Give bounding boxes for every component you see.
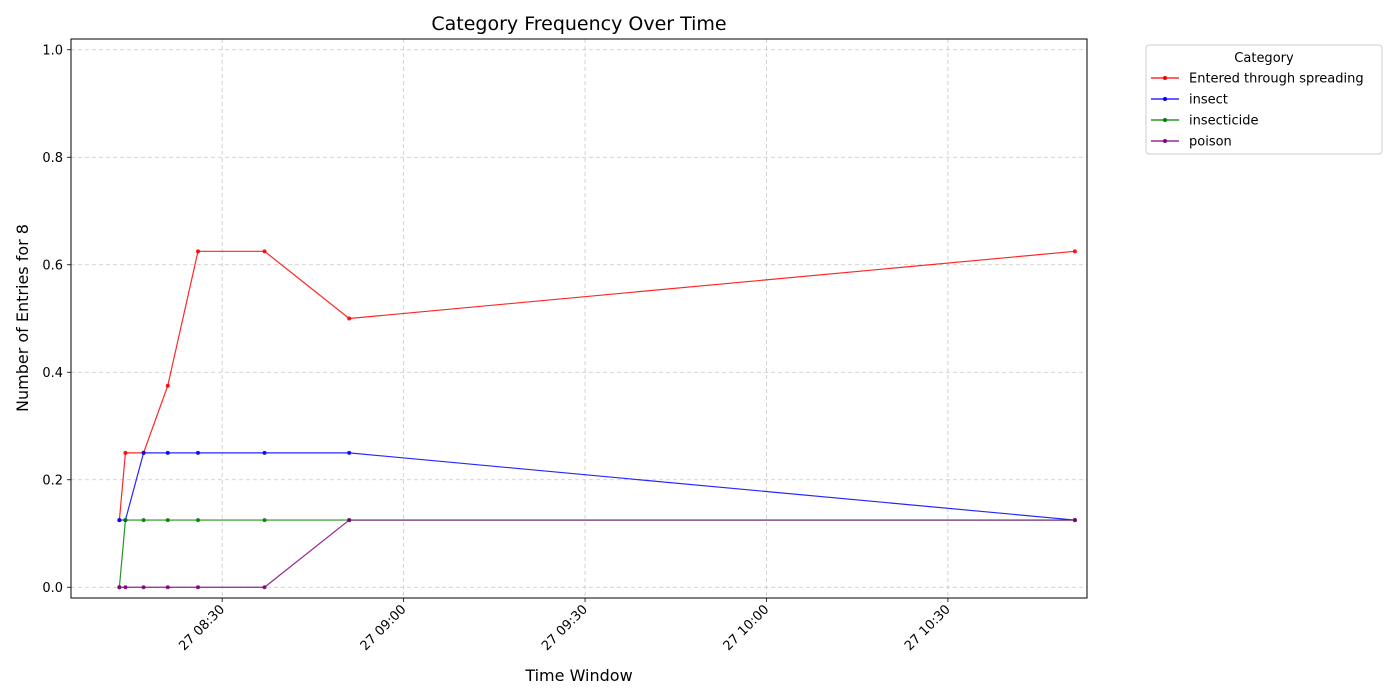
data-point bbox=[347, 518, 352, 523]
grid bbox=[71, 39, 1087, 598]
legend-title: Category bbox=[1234, 51, 1294, 66]
legend-item: poison bbox=[1151, 135, 1232, 150]
x-axis: 27 08:30 27 09:00 27 09:30 27 10:00 27 10:30 bbox=[176, 598, 954, 654]
x-tick-label: 27 09:30 bbox=[539, 602, 591, 654]
series-line bbox=[118, 519, 1075, 588]
series-line bbox=[119, 519, 1075, 588]
data-point bbox=[165, 585, 170, 590]
legend-label: Entered through spreading bbox=[1189, 72, 1364, 87]
series-group bbox=[117, 249, 1077, 523]
data-point bbox=[141, 585, 146, 590]
legend-item: insecticide bbox=[1151, 114, 1259, 129]
series-line bbox=[118, 250, 1075, 521]
data-point bbox=[347, 316, 352, 321]
data-point bbox=[165, 518, 170, 523]
data-point bbox=[123, 585, 128, 590]
data-point bbox=[117, 585, 122, 590]
legend-label: poison bbox=[1189, 135, 1232, 150]
data-point bbox=[123, 450, 128, 455]
legend-label: insecticide bbox=[1189, 114, 1259, 129]
series-group bbox=[117, 450, 1077, 523]
data-point bbox=[196, 585, 200, 590]
x-tick-label: 27 08:30 bbox=[176, 602, 228, 654]
y-tick-label: 0.2 bbox=[42, 473, 63, 488]
legend-swatch-marker bbox=[1163, 139, 1167, 143]
y-tick-label: 0.0 bbox=[42, 581, 63, 596]
y-tick-label: 0.4 bbox=[42, 366, 63, 381]
data-point bbox=[141, 518, 146, 523]
series-group bbox=[117, 518, 1077, 590]
data-point bbox=[262, 450, 267, 455]
data-point bbox=[262, 518, 267, 523]
legend-swatch-marker bbox=[1163, 118, 1167, 122]
x-tick-label: 27 10:00 bbox=[721, 602, 773, 654]
data-point bbox=[347, 450, 352, 455]
y-tick-label: 1.0 bbox=[42, 43, 63, 58]
y-tick-label: 0.6 bbox=[42, 258, 63, 273]
plot-area bbox=[70, 38, 1088, 599]
chart-title: Category Frequency Over Time bbox=[431, 13, 726, 35]
data-point bbox=[123, 518, 128, 523]
y-axis: 0.0 0.2 0.4 0.6 0.8 1.0 bbox=[42, 43, 71, 596]
data-point bbox=[262, 585, 267, 590]
data-point bbox=[117, 518, 122, 523]
x-tick-label: 27 10:30 bbox=[902, 602, 954, 654]
legend-swatch-marker bbox=[1163, 76, 1167, 80]
data-point bbox=[262, 249, 267, 254]
data-point bbox=[165, 450, 170, 455]
series-line bbox=[119, 452, 1075, 521]
y-axis-title: Number of Entries for 8 bbox=[13, 224, 32, 412]
data-point bbox=[165, 383, 170, 388]
legend-item: insect bbox=[1151, 93, 1228, 108]
legend-item: Entered through spreading bbox=[1151, 72, 1364, 87]
y-tick-label: 0.8 bbox=[42, 151, 63, 166]
data-point bbox=[196, 249, 200, 254]
data-point bbox=[141, 450, 146, 455]
legend-label: insect bbox=[1189, 93, 1228, 108]
x-tick-label: 27 09:00 bbox=[358, 602, 410, 654]
legend: Category Entered through spreading insect… bbox=[1145, 44, 1383, 155]
data-point bbox=[1072, 518, 1077, 523]
data-point bbox=[196, 450, 200, 455]
series-layer bbox=[117, 249, 1077, 590]
data-point bbox=[1072, 249, 1077, 254]
legend-frame bbox=[1145, 44, 1383, 155]
legend-entries: Entered through spreading insect insectici… bbox=[1151, 72, 1364, 150]
series-group bbox=[117, 518, 1077, 590]
data-point bbox=[196, 518, 200, 523]
x-axis-title: Time Window bbox=[524, 666, 632, 685]
legend-swatch-marker bbox=[1163, 97, 1167, 101]
